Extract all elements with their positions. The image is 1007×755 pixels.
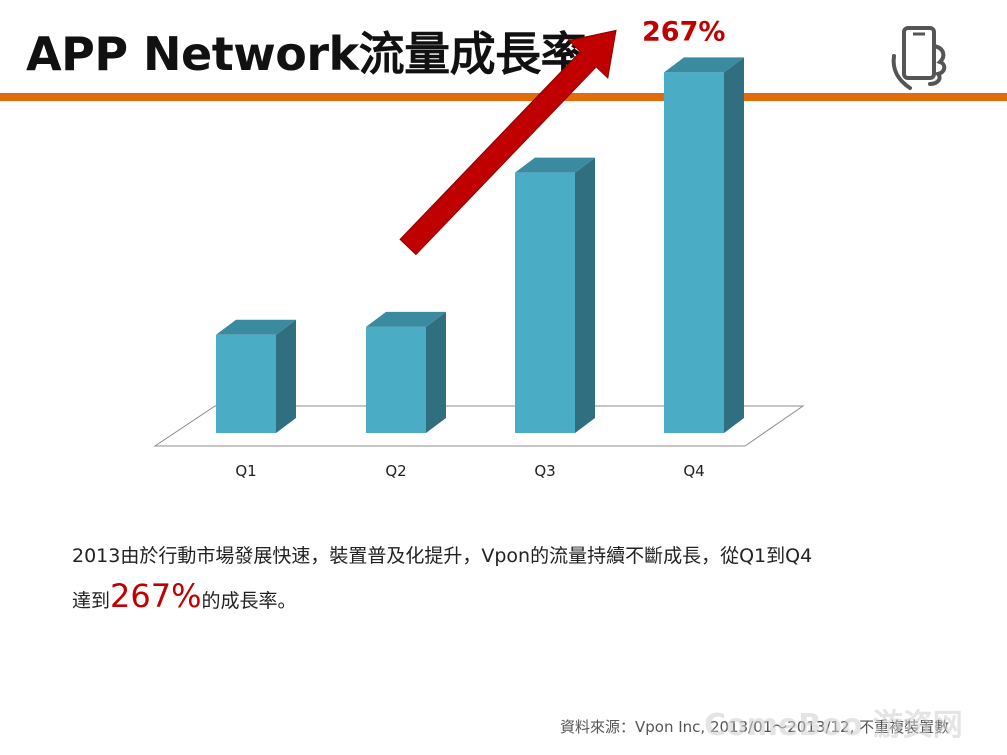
chart-floor xyxy=(153,405,805,447)
bar-q3 xyxy=(515,157,595,433)
x-tick-label: Q2 xyxy=(385,462,406,480)
bar-q4 xyxy=(664,57,744,434)
description: 2013由於行動市場發展快速，裝置普及化提升，Vpon的流量持續不斷成長，從Q1… xyxy=(72,536,952,621)
x-tick-label: Q1 xyxy=(235,462,256,480)
bar-q2 xyxy=(366,311,446,433)
growth-arrow xyxy=(399,29,617,256)
watermark: ComeBoo 游资网 xyxy=(704,708,963,743)
description-line-1: 2013由於行動市場發展快速，裝置普及化提升，Vpon的流量持續不斷成長，從Q1… xyxy=(72,545,813,567)
description-prefix: 達到 xyxy=(72,590,111,612)
source-note: 資料來源：Vpon Inc, 2013/01～2013/12, 不重複裝置數 xyxy=(560,718,950,736)
bar-q1 xyxy=(216,319,296,433)
slide-title: APP Network流量成長率 xyxy=(26,27,587,81)
description-highlight: 267% xyxy=(110,577,202,615)
x-tick-label: Q3 xyxy=(534,462,555,480)
x-tick-label: Q4 xyxy=(683,462,704,480)
description-suffix: 的成長率。 xyxy=(201,590,297,612)
title-underline xyxy=(0,93,1007,101)
hand-holding-phone-icon xyxy=(891,26,947,90)
growth-annotation-label: 267% xyxy=(642,16,725,47)
description-line-2: 達到267%的成長率。 xyxy=(72,576,952,621)
